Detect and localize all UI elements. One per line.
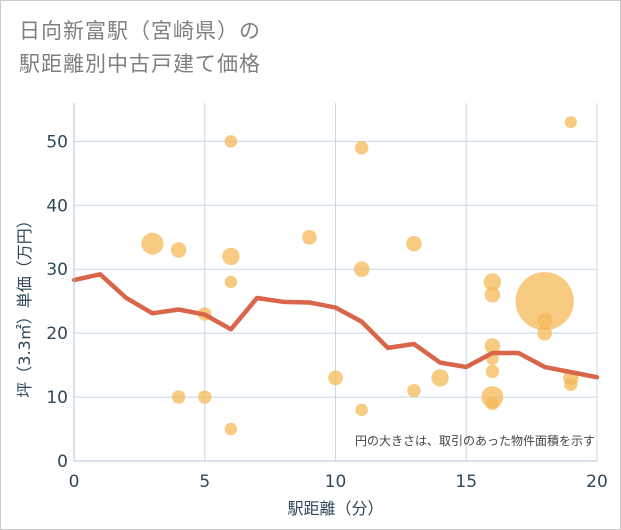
x-tick-label: 10 — [325, 472, 347, 492]
chart-title-line-2: 駅距離別中古戸建て価格 — [19, 52, 261, 76]
y-tick-label: 40 — [46, 196, 68, 216]
data-bubble — [328, 370, 343, 386]
x-tick-label: 15 — [455, 472, 477, 492]
data-bubble — [222, 247, 240, 266]
data-bubble — [431, 369, 449, 387]
trend-line — [71, 272, 600, 380]
data-bubble — [406, 235, 422, 252]
data-bubble — [483, 273, 502, 291]
data-bubble — [564, 116, 577, 129]
data-bubble — [485, 364, 500, 379]
chart-title-line-1: 日向新富駅（宮崎県）の — [19, 19, 261, 43]
data-bubble — [354, 141, 369, 155]
data-bubble — [484, 338, 501, 354]
data-bubble — [537, 325, 553, 341]
x-tick-label: 0 — [69, 472, 80, 492]
y-tick-label: 20 — [46, 324, 68, 344]
data-bubble — [564, 377, 578, 392]
data-bubble — [171, 390, 186, 404]
y-axis-label: 坪（3.3㎡）単価（万円） — [15, 212, 34, 397]
data-bubble — [224, 135, 238, 148]
data-bubble — [224, 422, 238, 436]
data-bubble — [198, 390, 212, 404]
x-tick-label: 5 — [199, 472, 210, 492]
size-note: 円の大きさは、取引のあった物件面積を示す — [355, 433, 595, 448]
x-axis-label: 駅距離（分） — [287, 499, 383, 518]
data-bubble — [536, 312, 553, 329]
x-tick-label: 20 — [586, 472, 608, 492]
data-bubble — [484, 287, 501, 303]
data-bubble — [141, 232, 164, 255]
data-bubble — [355, 403, 368, 417]
y-tick-label: 0 — [57, 452, 68, 472]
y-tick-label: 10 — [46, 388, 68, 408]
y-tick-label: 50 — [46, 132, 68, 152]
y-tick-label: 30 — [46, 260, 68, 280]
data-bubble — [224, 275, 238, 289]
data-bubble — [353, 261, 370, 277]
chart-title: 日向新富駅（宮崎県）の 駅距離別中古戸建て価格 — [19, 15, 261, 81]
data-bubble — [301, 229, 317, 245]
data-bubble — [515, 272, 574, 331]
data-bubble — [485, 396, 500, 411]
data-bubble — [170, 242, 187, 258]
data-bubble — [407, 383, 421, 398]
